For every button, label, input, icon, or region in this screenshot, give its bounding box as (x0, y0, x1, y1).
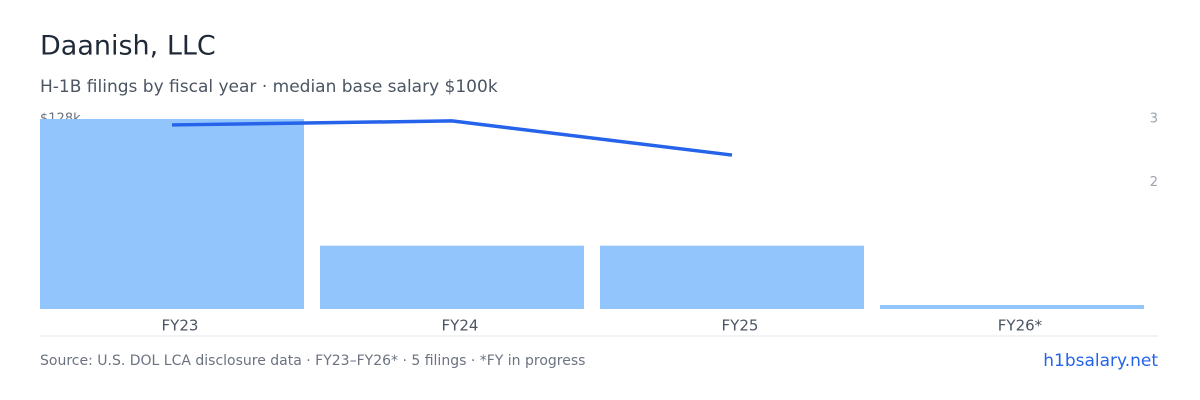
source-note: Source: U.S. DOL LCA disclosure data · F… (40, 353, 585, 369)
x-tick-label: FY23 (162, 317, 199, 335)
x-tick-label: FY26* (998, 317, 1043, 335)
bar (40, 119, 304, 309)
y2-tick-label: 2 (1150, 175, 1158, 190)
brand-link[interactable]: h1bsalary.net (1043, 351, 1158, 371)
chart-title: Daanish, LLC (40, 31, 216, 62)
bar (320, 245, 584, 309)
chart-subtitle: H-1B filings by fiscal year · median bas… (40, 77, 498, 97)
bar (600, 245, 864, 309)
salary-line (171, 119, 733, 157)
bar (880, 305, 1144, 309)
y2-tick-label: 3 (1150, 112, 1158, 127)
x-tick-label: FY24 (442, 317, 479, 335)
x-tick-label: FY25 (722, 317, 759, 335)
